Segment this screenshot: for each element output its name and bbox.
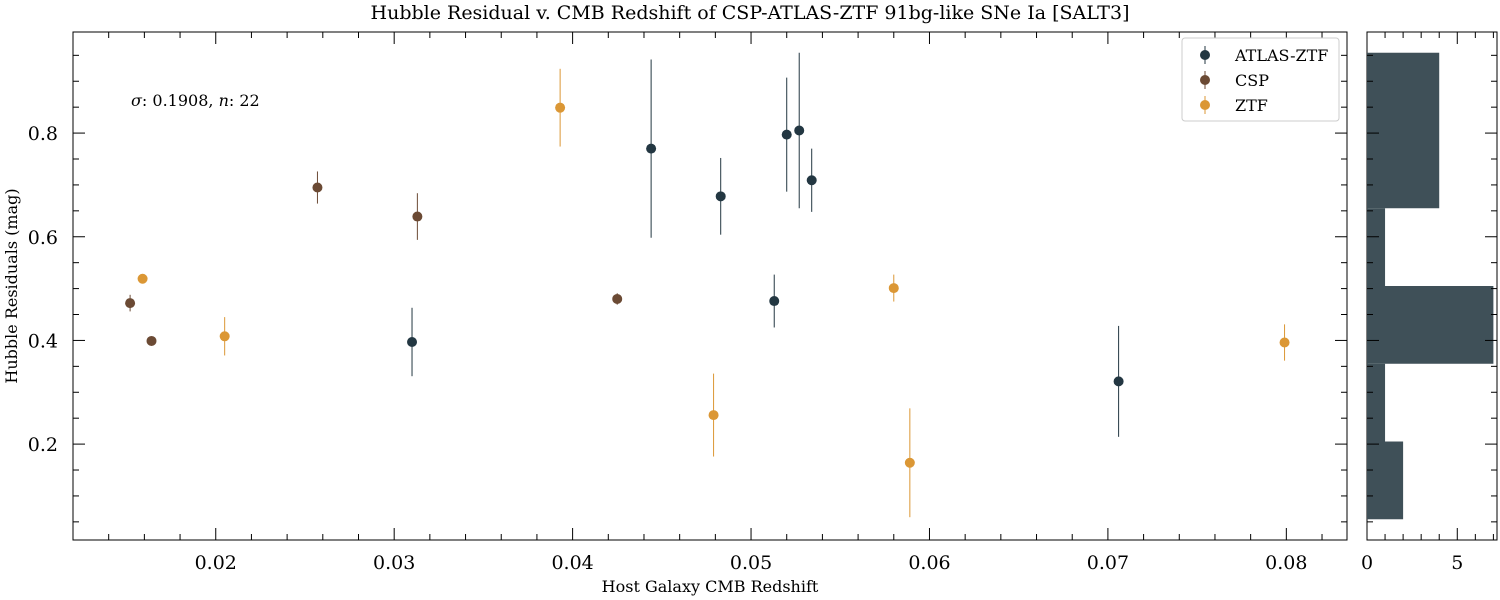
data-point (137, 273, 148, 284)
data-point (1279, 337, 1290, 348)
data-point (806, 175, 817, 186)
y-axis-label: Hubble Residuals (mag) (2, 188, 21, 383)
x-tick-label: 0.04 (551, 552, 593, 574)
data-point (769, 296, 780, 307)
data-point (888, 283, 899, 294)
data-point (794, 125, 805, 136)
data-point (1113, 376, 1124, 387)
legend-marker (1200, 50, 1210, 60)
legend: ATLAS-ZTF CSP ZTF (1181, 37, 1340, 122)
legend-label: ATLAS-ZTF (1234, 46, 1328, 65)
x-tick-label: 0.06 (908, 552, 950, 574)
data-points (125, 102, 1290, 468)
data-point (412, 211, 423, 222)
legend-label: CSP (1235, 71, 1269, 90)
data-point (125, 298, 136, 309)
scatter-plot-frame (72, 31, 1348, 541)
x-tick-label: 0.03 (373, 552, 415, 574)
x-axis-label: Host Galaxy CMB Redshift (602, 577, 819, 596)
legend-frame (1181, 37, 1340, 122)
x-tick-label: 0.05 (730, 552, 772, 574)
y-tick-label: 0.8 (28, 123, 58, 145)
legend-marker (1200, 100, 1210, 110)
data-point (219, 331, 230, 342)
error-bars (129, 52, 1286, 518)
x-tick-label: 0.02 (195, 552, 237, 574)
histogram-bar (1367, 286, 1494, 364)
n-symbol: n (219, 91, 229, 110)
data-point (555, 102, 566, 113)
y-tick-label: 0.4 (28, 330, 58, 352)
y-tick-labels: 0.2 0.4 0.6 0.8 (28, 123, 58, 456)
stats-annotation: σ: 0.1908, n: 22 (131, 91, 260, 110)
legend-label: ZTF (1235, 96, 1268, 115)
data-point (715, 191, 726, 202)
hist-x-tick-label: 0 (1361, 552, 1373, 574)
hist-x-tick-label: 5 (1451, 552, 1463, 574)
x-tick-labels: 0.02 0.03 0.04 0.05 0.06 0.07 0.08 (195, 552, 1308, 574)
histogram-bar (1367, 441, 1404, 520)
data-point (708, 410, 719, 421)
scatter-plot: 0.02 0.03 0.04 0.05 0.06 0.07 0.08 0.20.40.60.… (2, 31, 1348, 596)
data-point (407, 336, 418, 347)
data-point (781, 129, 792, 140)
scatter-ticks (73, 32, 1347, 540)
y-tick-label: 0.2 (28, 434, 58, 456)
histogram-ticks (1366, 32, 1497, 540)
data-point (646, 143, 657, 154)
n-value: : 22 (229, 91, 260, 110)
data-point (312, 182, 323, 193)
chart-title: Hubble Residual v. CMB Redshift of CSP-A… (371, 2, 1130, 24)
data-point (146, 335, 157, 346)
histogram-bars (1367, 52, 1494, 520)
histogram-bar (1367, 52, 1440, 209)
x-tick-label: 0.07 (1087, 552, 1129, 574)
legend-marker (1200, 75, 1210, 85)
y-tick-label: 0.6 (28, 227, 58, 249)
data-point (612, 293, 623, 304)
x-tick-label: 0.08 (1265, 552, 1307, 574)
histogram-bar (1367, 363, 1386, 442)
sigma-value: : 0.1908, (142, 91, 219, 110)
histogram-bar (1367, 208, 1386, 286)
data-point (904, 457, 915, 468)
sigma-symbol: σ (131, 91, 143, 110)
